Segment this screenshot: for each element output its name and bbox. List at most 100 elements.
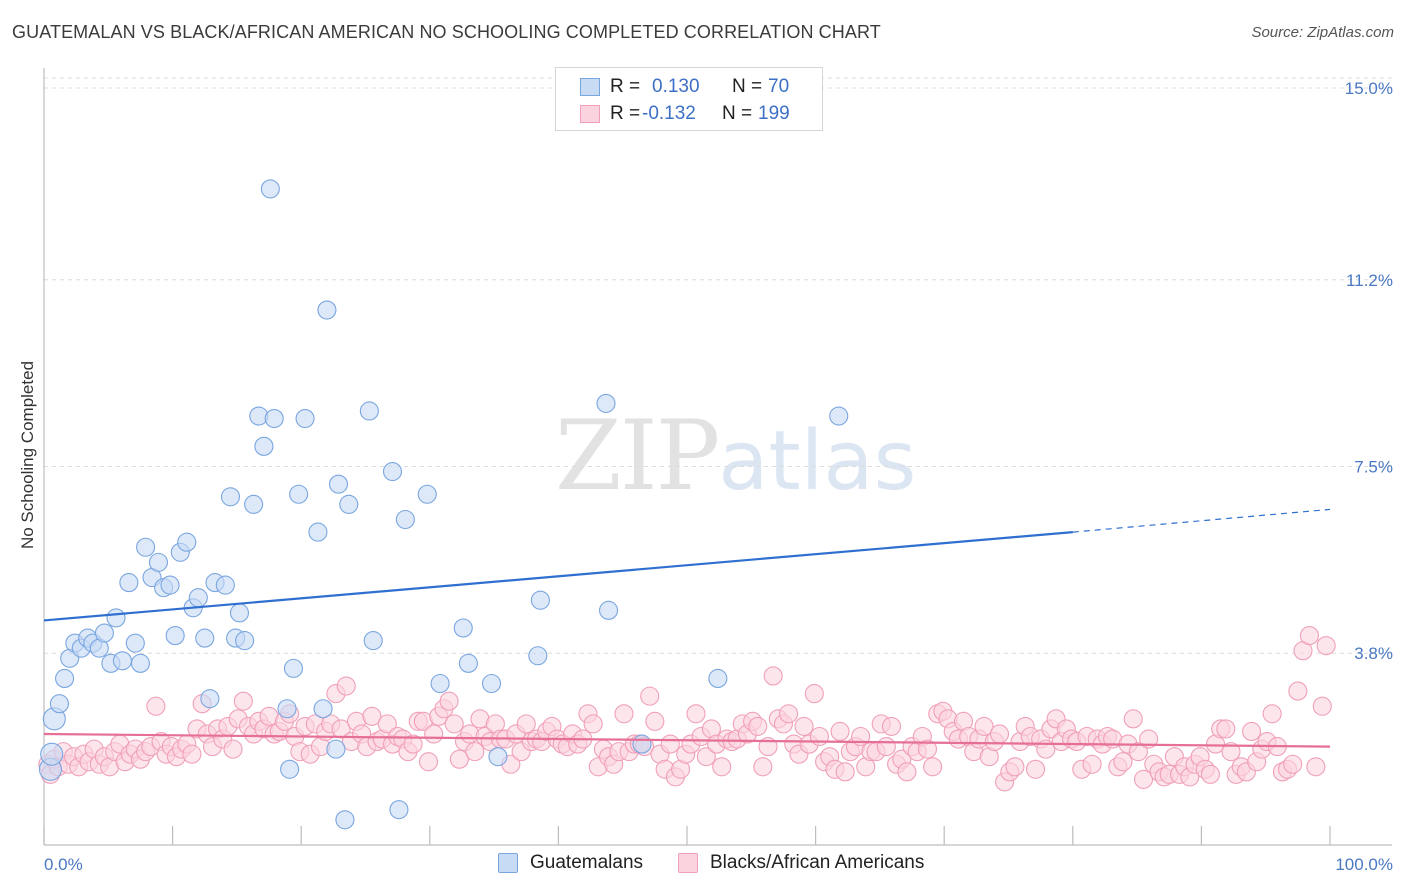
- legend-item-guatemalans[interactable]: Guatemalans: [498, 852, 643, 874]
- guatemalan-point: [453, 618, 473, 638]
- x-tick-label: 100.0%: [1335, 855, 1393, 874]
- black-point: [686, 704, 706, 724]
- guatemalan-point: [488, 747, 508, 767]
- guatemalan-point: [260, 179, 280, 199]
- guatemalan-point: [530, 590, 550, 610]
- y-tick-label: 15.0%: [1345, 79, 1393, 98]
- legend-label: Blacks/African Americans: [710, 852, 925, 873]
- black-point: [876, 737, 896, 757]
- legend-item-blacks[interactable]: Blacks/African Americans: [678, 852, 924, 874]
- black-point: [223, 739, 243, 759]
- black-point: [614, 704, 634, 724]
- guatemalan-point: [283, 658, 304, 678]
- guatemalan-point: [596, 393, 616, 413]
- x-tick-label: 0.0%: [44, 855, 83, 874]
- guatemalan-trend-extension: [1072, 508, 1331, 533]
- black-point: [1139, 729, 1159, 749]
- black-point: [1025, 759, 1046, 779]
- legend-label: Guatemalans: [530, 852, 644, 873]
- guatemalan-point: [430, 673, 450, 694]
- grid-lines: [44, 77, 1392, 654]
- chart-title: GUATEMALAN VS BLACK/AFRICAN AMERICAN NO …: [12, 22, 881, 42]
- black-point: [763, 666, 783, 686]
- guatemalan-point: [148, 552, 169, 572]
- legend-n-label: N =: [732, 76, 763, 97]
- legend-r-value: 0.130: [652, 76, 700, 97]
- black-point: [377, 714, 397, 734]
- guatemalan-point: [528, 646, 548, 666]
- black-point: [146, 696, 166, 716]
- guatemalan-point: [55, 668, 75, 689]
- guatemalan-point: [195, 628, 215, 648]
- black-point: [1262, 704, 1282, 724]
- black-point: [1123, 709, 1143, 729]
- black-point: [465, 742, 485, 762]
- y-axis-label: No Schooling Completed: [18, 360, 37, 550]
- guatemalan-point: [359, 401, 379, 421]
- black-point: [1283, 754, 1303, 774]
- black-point: [696, 747, 716, 767]
- guatemalan-point: [235, 631, 255, 651]
- watermark-zip: ZIP: [555, 400, 720, 512]
- trend-lines: [43, 508, 1331, 748]
- watermark: ZIPatlas: [555, 400, 916, 512]
- black-point: [923, 757, 943, 777]
- black-point: [989, 724, 1010, 744]
- black-point: [881, 716, 902, 736]
- guatemalan-point: [188, 588, 208, 608]
- guatemalan-point: [215, 575, 235, 595]
- guatemalan-point: [94, 623, 114, 643]
- guatemalan-point: [328, 474, 349, 494]
- guatemalan-point: [289, 484, 309, 504]
- black-point: [1200, 764, 1220, 784]
- black-point: [660, 734, 680, 754]
- guatemalan-point: [229, 603, 250, 623]
- series-legend: Guatemalans Blacks/African Americans: [0, 852, 1406, 876]
- black-point: [809, 726, 830, 747]
- black-point: [449, 749, 469, 769]
- guatemalan-point: [326, 739, 346, 759]
- guatemalan-point: [829, 406, 849, 426]
- guatemalan-point: [112, 651, 132, 671]
- legend-swatch-blue: [498, 853, 518, 873]
- black-point: [640, 686, 660, 706]
- guatemalan-point: [165, 626, 185, 646]
- guatemalan-point: [277, 699, 297, 719]
- guatemalan-point: [308, 522, 328, 542]
- series-blacks-points: [38, 626, 1336, 792]
- black-point: [1299, 626, 1319, 646]
- guatemalan-point: [481, 673, 502, 694]
- black-point: [1082, 754, 1102, 774]
- guatemalan-point: [49, 694, 69, 714]
- black-point: [1242, 721, 1262, 742]
- black-point: [516, 714, 536, 734]
- watermark-atlas: atlas: [718, 414, 917, 509]
- black-point: [403, 734, 423, 754]
- y-tick-label: 7.5%: [1354, 458, 1393, 477]
- guatemalan-point: [295, 409, 315, 429]
- tick-labels: 3.8% 7.5% 11.2% 15.0% 0.0% 100.0%: [44, 79, 1393, 874]
- guatemalan-point: [458, 653, 478, 673]
- guatemalan-point: [313, 699, 333, 719]
- guatemalan-trend-line: [43, 531, 1073, 622]
- guatemalan-point: [599, 600, 619, 620]
- black-point: [444, 714, 464, 734]
- black-point: [830, 721, 850, 742]
- black-point: [1005, 757, 1025, 777]
- guatemalan-point: [339, 494, 359, 514]
- black-point: [1288, 681, 1308, 701]
- guatemalan-point: [280, 759, 300, 779]
- guatemalan-point: [363, 631, 383, 651]
- guatemalan-point: [708, 668, 728, 689]
- black-point: [233, 691, 253, 711]
- guatemalan-point: [136, 537, 156, 557]
- guatemalan-point: [389, 800, 409, 820]
- guatemalan-point: [125, 633, 145, 653]
- guatemalan-point: [417, 484, 437, 504]
- black-point: [1312, 696, 1332, 716]
- black-point: [583, 714, 603, 734]
- black-point: [1133, 769, 1154, 789]
- correlation-legend: R = 0.130 N = 70 R = -0.132 N = 199: [555, 67, 823, 131]
- black-trend-line: [43, 732, 1331, 748]
